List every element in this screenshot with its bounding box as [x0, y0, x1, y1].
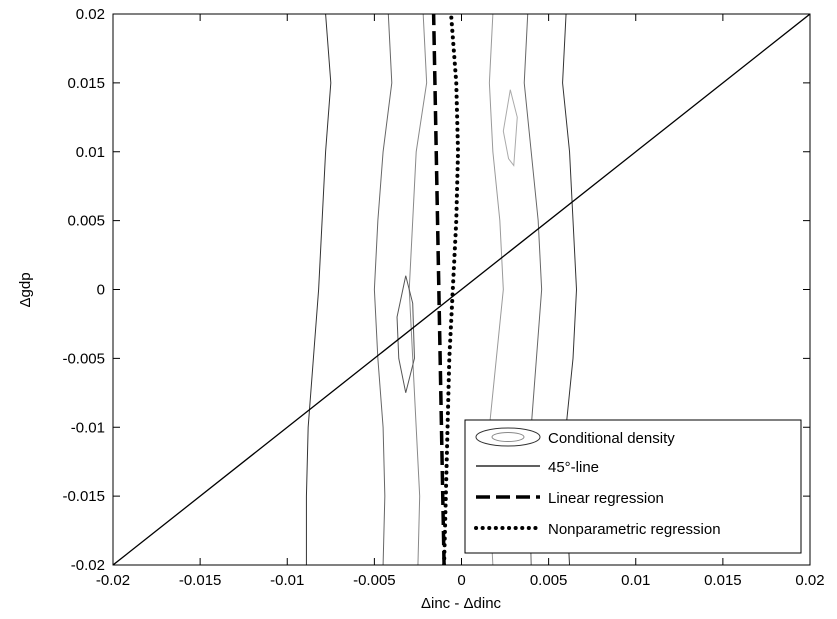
y-tick-label: 0.015: [67, 75, 105, 92]
series-lines: [113, 14, 810, 565]
density-contour-line: [396, 275, 415, 393]
x-axis: -0.02 -0.015 -0.01 -0.005 0 0.005 0.01 0.015 0.0…: [96, 14, 825, 589]
y-axis-title: Δgdp: [17, 272, 34, 307]
y-tick-label: 0: [97, 282, 105, 299]
legend-item-45-line: 45°-line: [476, 459, 599, 476]
legend-label-45-line: 45°-line: [548, 459, 599, 476]
legend-box: [464, 419, 802, 554]
linear-regression-line: [431, 14, 446, 565]
y-tick-label: 0.02: [76, 6, 105, 23]
x-tick-label: -0.015: [179, 572, 222, 589]
x-axis-title: Δinc - Δdinc: [421, 595, 502, 612]
density-contour-line: [373, 14, 393, 565]
x-tick-label: 0: [457, 572, 465, 589]
density-contour-line: [408, 14, 428, 565]
forty-five-degree-line: [113, 14, 810, 565]
legend-contour-inner-icon: [491, 432, 525, 442]
y-axis: -0.02 -0.015 -0.01 -0.005 0 0.005 0.01 0.015 0.0…: [62, 6, 810, 574]
density-contour-line: [502, 89, 518, 167]
y-tick-label: -0.005: [62, 350, 105, 367]
x-tick-label: 0.005: [530, 572, 568, 589]
legend-label-linear-regression: Linear regression: [548, 490, 664, 507]
x-tick-label: 0.02: [795, 572, 824, 589]
y-tick-label: -0.01: [71, 419, 105, 436]
x-tick-label: 0.01: [621, 572, 650, 589]
legend-label-conditional-density: Conditional density: [548, 430, 675, 447]
y-tick-label: -0.02: [71, 557, 105, 574]
y-tick-label: 0.005: [67, 213, 105, 230]
x-tick-label: -0.02: [96, 572, 130, 589]
nonparametric-regression-line: [442, 14, 461, 565]
x-tick-label: -0.005: [353, 572, 396, 589]
legend-label-nonparametric-regression: Nonparametric regression: [548, 521, 721, 538]
legend: Conditional density 45°-line Linear regr…: [464, 419, 802, 554]
legend-item-conditional-density: Conditional density: [475, 427, 675, 447]
density-contour-line: [305, 14, 332, 565]
legend-item-nonparametric-regression: Nonparametric regression: [474, 521, 721, 538]
legend-item-linear-regression: Linear regression: [476, 490, 664, 507]
density-contours: [305, 14, 578, 565]
y-tick-label: -0.015: [62, 488, 105, 505]
legend-contour-outer-icon: [475, 427, 541, 447]
x-tick-label: 0.015: [704, 572, 742, 589]
y-tick-label: 0.01: [76, 144, 105, 161]
x-tick-label: -0.01: [270, 572, 304, 589]
